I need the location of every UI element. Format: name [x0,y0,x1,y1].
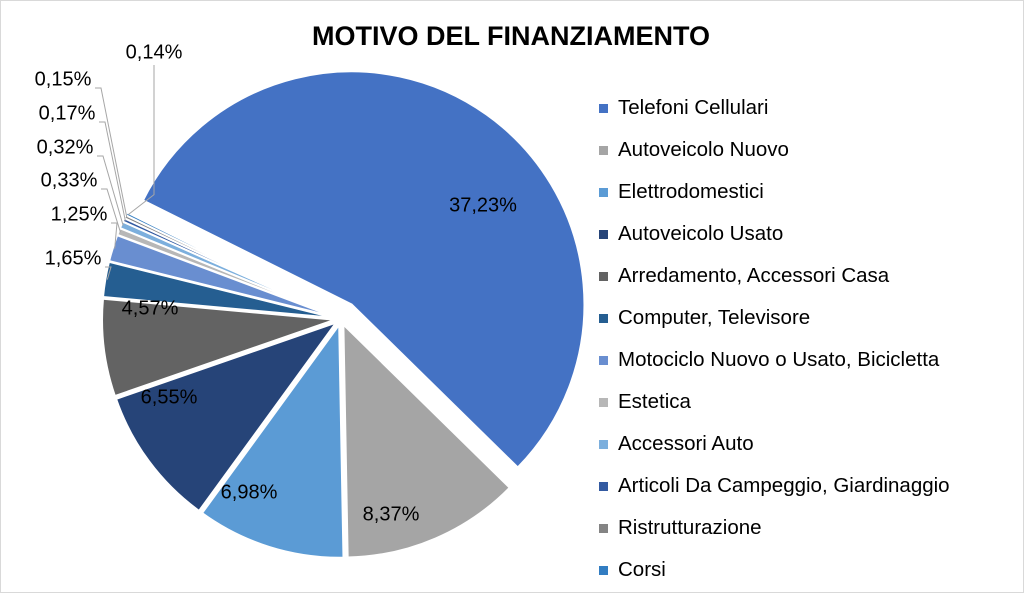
legend-label: Articoli Da Campeggio, Giardinaggio [618,474,950,497]
slice-value-label: 1,25% [51,203,108,225]
slice-value-label: 6,98% [221,481,278,503]
leader-line [95,87,128,218]
legend-label: Corsi [618,558,666,581]
legend-label: Computer, Televisore [618,306,811,329]
legend-item: Articoli Da Campeggio, Giardinaggio [599,465,950,507]
legend-item: Elettrodomestici [599,171,950,213]
slice-value-label: 4,57% [122,297,179,319]
pie-slice [101,297,336,398]
leader-line [127,65,155,216]
slice-value-label: 6,55% [141,386,198,408]
legend-swatch [599,145,608,155]
legend-item: Arredamento, Accessori Casa [599,255,950,297]
legend-label: Autoveicolo Nuovo [618,138,789,161]
legend-label: Arredamento, Accessori Casa [618,264,890,287]
legend-label: Elettrodomestici [618,180,764,203]
pie-slice [114,320,339,513]
legend-swatch [599,313,608,323]
slice-value-label: 0,32% [37,136,94,158]
pie-slice [141,70,586,469]
legend-swatch [599,481,608,491]
leader-line [105,266,112,280]
legend-label: Motociclo Nuovo o Usato, Bicicletta [618,348,940,371]
legend-item: Autoveicolo Nuovo [599,129,950,171]
leader-line [101,188,121,233]
chart-title: MOTIVO DEL FINANZIAMENTO [312,21,710,51]
leader-lines [95,65,155,280]
leader-line [111,222,118,249]
legend-item: Ristrutturazione [599,507,950,549]
legend-label: Autoveicolo Usato [618,222,784,245]
legend-swatch [599,397,608,407]
slice-value-label: 8,37% [363,503,420,525]
legend-label: Estetica [618,390,691,413]
legend-item: Motociclo Nuovo o Usato, Bicicletta [599,339,950,381]
legend-label: Telefoni Cellulari [618,96,769,119]
legend: Telefoni Cellulari Autoveicolo Nuovo Elett… [599,87,950,591]
legend-swatch [599,229,608,239]
legend-item: Telefoni Cellulari [599,87,950,129]
pie-slice [342,322,512,559]
legend-item: Autoveicolo Usato [599,213,950,255]
legend-swatch [599,439,608,449]
legend-item: Accessori Auto [599,423,950,465]
leader-line [97,155,124,226]
legend-item: Computer, Televisore [599,297,950,339]
legend-swatch [599,523,608,533]
legend-label: Ristrutturazione [618,516,762,539]
leader-line [99,121,126,221]
slice-value-label: 0,17% [39,102,96,124]
pie-slice [200,321,345,559]
legend-swatch [599,187,608,197]
legend-swatch [599,355,608,365]
slice-labels: 37,23% 8,37% 6,98% 6,55% 4,57% 1,65% 1,25% 0,33… [35,41,517,525]
slice-value-label: 0,33% [41,169,98,191]
slice-value-label: 0,15% [35,68,92,90]
slice-value-label: 37,23% [449,194,517,216]
slice-value-label: 1,65% [45,247,102,269]
pie-slices [101,70,586,559]
legend-item: Estetica [599,381,950,423]
slice-value-label: 0,14% [126,41,183,63]
legend-item: Corsi [599,549,950,591]
legend-swatch [599,565,608,575]
legend-label: Accessori Auto [618,432,754,455]
legend-swatch [599,271,608,281]
legend-swatch [599,103,608,113]
